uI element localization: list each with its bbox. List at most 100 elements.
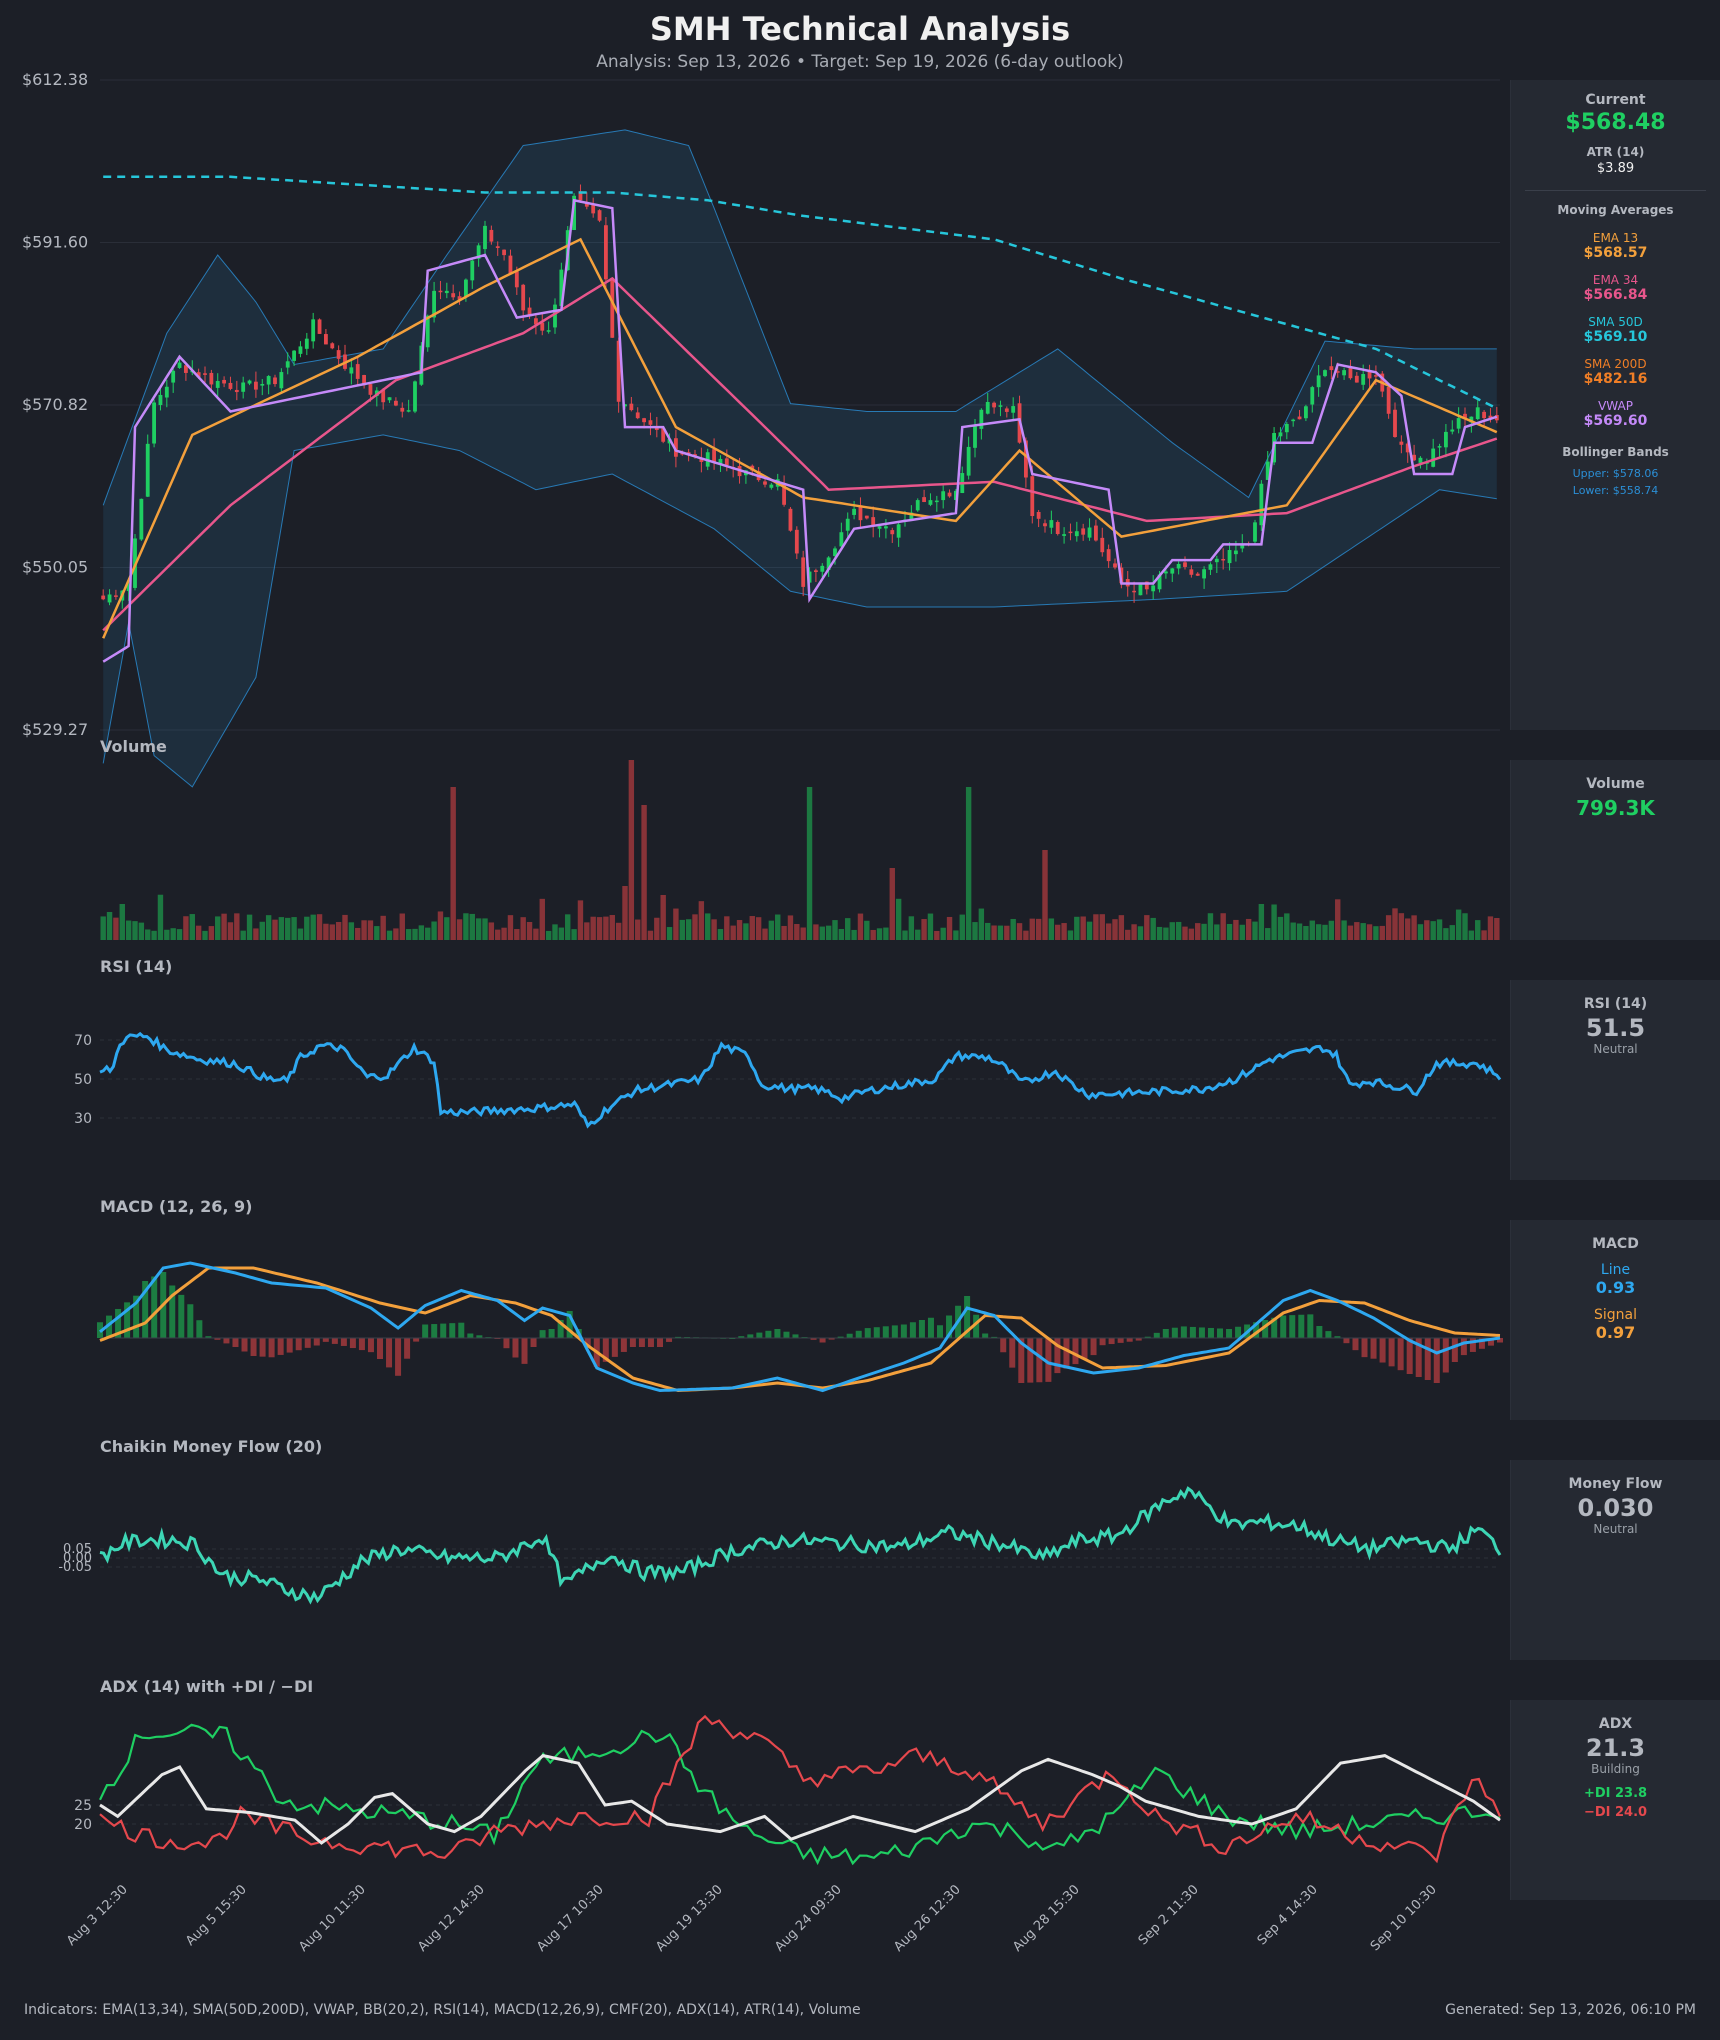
candle-body <box>858 505 863 521</box>
x-tick-label: Aug 3 12:30 <box>64 1882 131 1949</box>
volume-bar <box>1137 926 1144 940</box>
volume-bar <box>539 898 545 940</box>
volume-bar <box>259 921 265 940</box>
macd-histogram-bar <box>449 1323 456 1338</box>
candle-body <box>1062 534 1066 536</box>
macd-signal-value: 0.97 <box>1595 1323 1636 1342</box>
macd-line <box>99 1261 1501 1393</box>
volume-bar <box>692 914 698 940</box>
macd-histogram-bar <box>169 1285 176 1338</box>
volume-bar <box>1379 925 1385 940</box>
volume-panel: Volume <box>100 737 1500 940</box>
money-flow-value: 0.030 <box>1577 1494 1654 1522</box>
volume-bar <box>724 916 730 940</box>
volume-bar <box>1392 908 1398 940</box>
volume-bar <box>272 919 278 940</box>
volume-bar <box>399 913 405 940</box>
candle-body <box>934 500 939 503</box>
candle-body <box>572 195 576 231</box>
macd-signal-label: Signal <box>1593 1307 1637 1323</box>
candle-body <box>1004 408 1009 412</box>
macd-histogram-bar <box>1126 1338 1133 1342</box>
candle-body <box>1342 370 1346 376</box>
volume-bar <box>800 927 806 940</box>
macd-histogram-bar <box>1379 1338 1386 1363</box>
volume-bar <box>1207 913 1214 940</box>
macd-histogram-bar <box>1198 1327 1205 1338</box>
volume-bar <box>679 919 685 940</box>
volume-bar <box>425 927 431 940</box>
volume-bar <box>628 760 635 940</box>
candle-body <box>985 401 990 414</box>
candle-body <box>114 595 118 597</box>
ema34-label: EMA 34 <box>1592 273 1639 287</box>
macd-histogram-bar <box>909 1322 916 1338</box>
bollinger-upper-line <box>102 129 1497 506</box>
volume-bar <box>781 925 787 940</box>
cmf-y-tick-label: 0.00 <box>63 1551 92 1566</box>
vwap-value: $569.60 <box>1583 413 1648 429</box>
macd-histogram-bar <box>151 1276 158 1338</box>
candle-body <box>1234 550 1238 555</box>
candle-body <box>387 397 392 401</box>
macd-histogram-bar <box>521 1338 528 1364</box>
candle-body <box>502 249 506 256</box>
candle-body <box>979 409 984 429</box>
volume-bar <box>208 926 215 940</box>
volume-bar <box>717 929 724 940</box>
candle-body <box>139 498 144 540</box>
macd-histogram-bar <box>810 1338 817 1340</box>
candle-body <box>1393 409 1397 437</box>
macd-histogram-bar <box>1397 1338 1404 1371</box>
volume-bar <box>227 922 234 940</box>
macd-histogram-bar <box>214 1338 221 1340</box>
macd-histogram-bar <box>991 1336 998 1338</box>
candle-body <box>273 377 277 385</box>
macd-histogram-bar <box>530 1338 537 1347</box>
candle-body <box>1304 406 1308 419</box>
candle-body <box>521 284 526 311</box>
candle-body <box>1335 371 1340 373</box>
volume-bar <box>883 927 889 940</box>
macd-histogram-bar <box>295 1338 302 1351</box>
volume-bar <box>1405 918 1411 940</box>
volume-bar <box>1035 918 1042 940</box>
volume-bar <box>475 918 482 940</box>
macd-histogram-bar <box>1153 1332 1160 1338</box>
candle-body <box>1208 564 1213 570</box>
volume-bar <box>794 924 800 940</box>
candle-body <box>648 420 653 425</box>
candle-body <box>1348 366 1353 379</box>
macd-histogram-bar <box>1406 1338 1413 1374</box>
candle-body <box>1354 375 1359 383</box>
footer-indicators: Indicators: EMA(13,34), SMA(50D,200D), V… <box>24 2002 861 2018</box>
volume-bar <box>1328 920 1335 940</box>
plus-di-line <box>99 1723 1501 1866</box>
candle-body <box>584 202 589 207</box>
macd-histogram-bar <box>927 1317 934 1338</box>
candle-body <box>839 532 844 547</box>
macd-histogram-bar <box>1189 1326 1196 1338</box>
adx-panel: ADX (14) with +DI / −DI 25 20 <box>74 1677 1502 1866</box>
volume-bar <box>1169 922 1175 940</box>
volume-bar <box>1156 926 1163 940</box>
candle-body <box>1456 418 1461 429</box>
candle-body <box>298 346 303 354</box>
volume-bar <box>889 868 895 940</box>
volume-bar <box>1201 923 1207 940</box>
volume-bar <box>813 924 819 940</box>
macd-histogram-bar <box>422 1324 429 1338</box>
macd-histogram-bar <box>1298 1314 1305 1338</box>
candle-body <box>508 255 513 275</box>
candle-body <box>1475 407 1480 420</box>
candle-body <box>1265 461 1270 480</box>
volume-bar <box>991 925 997 940</box>
volume-bar <box>590 916 596 940</box>
volume-bar <box>285 917 291 940</box>
volume-bar <box>1366 924 1373 940</box>
candle-body <box>1106 549 1111 562</box>
price-y-tick-label: $612.38 <box>22 70 88 89</box>
macd-histogram-bar <box>187 1304 194 1338</box>
candle-body <box>483 225 487 250</box>
macd-histogram-bar <box>367 1338 374 1353</box>
